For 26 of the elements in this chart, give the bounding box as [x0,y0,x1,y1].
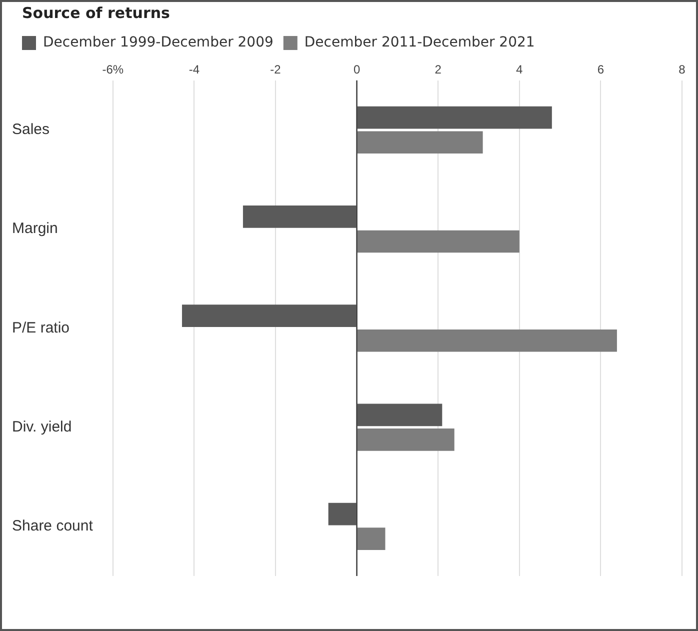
y-tick-label: Margin [12,220,58,238]
bar [357,528,386,550]
bar [328,502,356,526]
x-tick-label: 8 [678,62,686,77]
x-tick-label: -2 [270,62,282,77]
bar [182,304,356,327]
bar [357,106,552,129]
x-tick-label: -4 [188,62,200,77]
bar [357,428,454,451]
bar [357,404,442,426]
y-tick-label: Sales [12,121,50,138]
bar [357,230,520,253]
legend-label: December 2011-December 2021 [304,34,535,51]
bar [242,206,356,228]
y-tick-label: Share count [12,518,94,535]
x-tick-label: -6% [102,62,124,77]
y-tick-label: Div. yield [12,418,72,436]
legend-label: December 1999-December 2009 [43,34,274,51]
x-tick-label: 2 [434,62,442,77]
x-tick-label: 0 [353,62,360,77]
chart-title: Source of returns [22,4,170,22]
x-tick-label: 4 [516,62,524,77]
bar [357,329,617,352]
y-tick-label: P/E ratio [12,319,70,336]
bar [357,131,483,154]
x-tick-label: 6 [597,62,604,77]
